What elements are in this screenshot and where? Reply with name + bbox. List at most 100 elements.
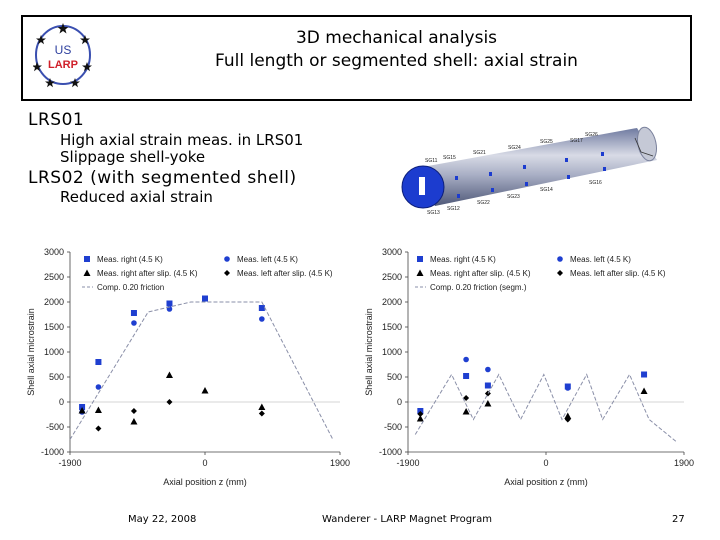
footer-date: May 22, 2008 [128,514,197,525]
y-tick-label: -1000 [41,447,64,457]
x-tick-label: 0 [202,458,207,468]
data-point-square [84,256,90,262]
gauge-label: SG14 [540,187,553,193]
bullet-lrs01-sub2: Slippage shell-yoke [60,148,206,166]
gauge-label: SG26 [585,132,598,138]
legend-label: Meas. left after slip. (4.5 K) [570,269,666,278]
data-point-triangle [94,406,102,413]
x-axis-label: Axial position z (mm) [163,477,247,487]
data-point-triangle [640,387,648,394]
axis-triad-icon [634,137,654,157]
y-tick-label: 0 [59,397,64,407]
data-point-triangle [416,415,424,422]
data-point-square [130,310,137,316]
y-tick-label: 0 [397,397,402,407]
legend-box [79,253,329,291]
y-tick-label: -1000 [379,447,402,457]
legend-label: Comp. 0.20 friction (segm.) [430,283,527,292]
data-point-triangle [201,387,209,394]
gauge-label: SG13 [427,210,440,216]
x-tick-label: -1900 [58,458,81,468]
legend-label: Comp. 0.20 friction [97,283,164,292]
y-tick-label: 500 [387,372,402,382]
y-tick-label: 2500 [382,272,402,282]
footer-author: Wanderer - LARP Magnet Program [322,514,493,525]
y-tick-label: -500 [384,422,402,432]
y-axis-label: Shell axial microstrain [26,308,36,396]
data-point-diamond [417,411,424,417]
y-axis-label: Shell axial microstrain [364,308,374,396]
data-point-circle [131,320,137,326]
axial-strain-chart-lrs02: 3000 2500 2000 1500 1000 500 0 -500 -1000-1900 0 1… [364,247,694,487]
data-point-circle [259,316,265,322]
gauge-label: SG12 [447,206,460,212]
gauge-label: SG16 [589,180,602,186]
data-point-circle [564,385,571,391]
data-point-square [258,305,265,311]
data-point-square [95,359,102,365]
gauge-label: SG11 [425,158,438,164]
x-axis-label: Axial position z (mm) [504,477,588,487]
bullet-lrs01-sub1: High axial strain meas. in LRS01 [60,131,304,149]
data-point-square [641,371,648,378]
data-point-triangle [462,408,470,415]
gauge-label: SG21 [473,150,486,156]
us-larp-logo: US LARP [33,23,92,88]
data-point-triangle [165,371,173,378]
data-point-square [484,382,491,389]
y-tick-label: 1000 [44,347,64,357]
axial-strain-chart-lrs01: 3000 2500 2000 1500 1000 500 0 -500 -1000-1900 0 1… [26,247,350,487]
data-point-square [166,300,173,307]
cylinder-body [417,128,657,206]
data-point-circle [463,356,469,363]
data-point-diamond [258,410,265,417]
gauge-label: SG17 [570,138,583,144]
data-point-triangle [83,269,91,276]
shell-gauge-diagram: SG26 SG25 SG24 SG21 SG15 SG11 SG12 SG22 … [401,126,657,216]
data-point-triangle [564,412,572,419]
x-tick-label: 1900 [674,458,694,468]
data-point-triangle [484,400,492,407]
gauge-label: SG24 [508,145,521,151]
bullet-lrs01: LRS01 [28,110,85,130]
bullet-lrs02: LRS02 (with segmented shell) [28,168,297,188]
data-point-square [417,256,423,262]
y-tick-label: 2500 [44,272,64,282]
logo-text-larp: LARP [48,59,78,71]
y-tick-label: 3000 [382,247,402,257]
legend-label: Meas. right after slip. (4.5 K) [430,269,531,278]
logo-text-us: US [55,43,72,57]
x-tick-label: 1900 [330,458,350,468]
data-point-diamond [564,416,571,423]
legend-label: Meas. right (4.5 K) [97,255,163,264]
y-tick-label: 3000 [44,247,64,257]
legend-label: Meas. left after slip. (4.5 K) [237,269,333,278]
slide-title-line2: Full length or segmented shell: axial st… [215,51,578,71]
data-point-triangle [416,269,424,276]
x-tick-label: -1900 [396,458,419,468]
data-point-circle [224,256,230,262]
bullet-lrs02-sub1: Reduced axial strain [60,188,213,206]
data-point-diamond [463,395,470,401]
data-point-diamond [484,390,491,397]
data-point-triangle [78,407,86,414]
y-tick-label: 1500 [44,322,64,332]
title-box: US LARP 3D mechanical analysis Full leng… [21,15,692,101]
data-point-diamond [130,408,137,414]
y-tick-label: 500 [49,372,64,382]
y-tick-label: 1000 [382,347,402,357]
legend-box [412,253,677,291]
legend-label: Meas. left (4.5 K) [570,255,631,264]
y-tick-label: 1500 [382,322,402,332]
y-tick-label: 2000 [382,297,402,307]
gauge-label: SG25 [540,139,553,145]
data-point-square [463,373,470,379]
legend-label: Meas. left (4.5 K) [237,255,298,264]
data-point-diamond [557,270,563,276]
data-point-circle [95,384,102,390]
data-point-diamond [166,399,173,405]
data-point-diamond [95,425,102,432]
data-point-square [202,295,208,302]
gauge-label: SG23 [507,194,520,200]
data-point-circle [485,366,491,373]
